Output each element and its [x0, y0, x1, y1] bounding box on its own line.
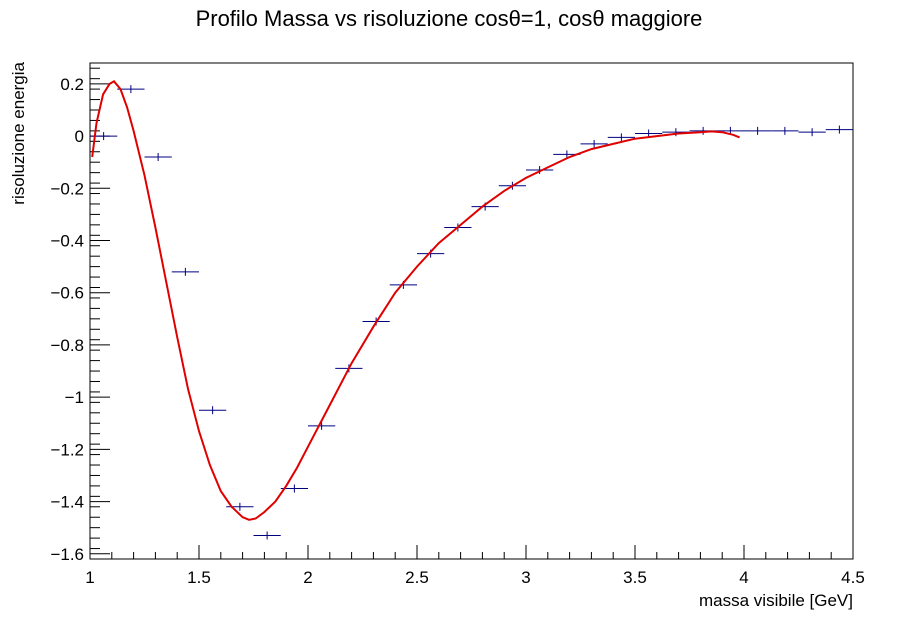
y-tick-label: −0.6 — [50, 284, 84, 303]
y-tick-label: −0.4 — [50, 232, 84, 251]
x-tick-label: 1 — [85, 568, 94, 587]
profile-point — [744, 126, 772, 135]
profile-point — [771, 126, 799, 135]
y-tick-label: −1 — [65, 388, 84, 407]
profile-point — [308, 421, 336, 430]
profile-point — [171, 267, 199, 276]
x-axis-title: massa visibile [GeV] — [699, 591, 853, 610]
x-tick-label: 1.5 — [187, 568, 211, 587]
y-tick-label: −0.8 — [50, 336, 84, 355]
y-tick-label: 0.2 — [60, 75, 84, 94]
x-tick-label: 3.5 — [623, 568, 647, 587]
fit-curve — [91, 80, 740, 521]
profile-point — [798, 128, 826, 137]
x-tick-label: 4 — [739, 568, 748, 587]
x-tick-label: 4.5 — [841, 568, 865, 587]
profile-point — [526, 166, 554, 175]
y-axis-title: risoluzione energia — [9, 61, 28, 204]
profile-point — [117, 85, 145, 94]
profile-points — [90, 85, 853, 540]
x-tick-label: 2 — [303, 568, 312, 587]
profile-point — [825, 125, 853, 134]
y-tick-label: −1.4 — [50, 493, 84, 512]
profile-point — [144, 152, 172, 161]
profile-point — [253, 531, 281, 540]
profile-point — [607, 133, 635, 142]
y-tick-label: −0.2 — [50, 179, 84, 198]
y-tick-label: −1.6 — [50, 545, 84, 564]
x-tick-label: 3 — [521, 568, 530, 587]
y-tick-label: −1.2 — [50, 440, 84, 459]
x-tick-label: 2.5 — [405, 568, 429, 587]
profile-point — [580, 139, 608, 148]
chart-title: Profilo Massa vs risoluzione cosθ=1, cos… — [195, 6, 703, 31]
plot-frame — [89, 62, 854, 560]
profile-point — [199, 406, 227, 415]
axes: 1 1.5 2 2.5 3 3.5 4 4.5 0.2 0 −0.2 −0.4 −0.6 −0.8 −1 −1… — [50, 67, 865, 587]
y-tick-label: 0 — [75, 127, 84, 146]
